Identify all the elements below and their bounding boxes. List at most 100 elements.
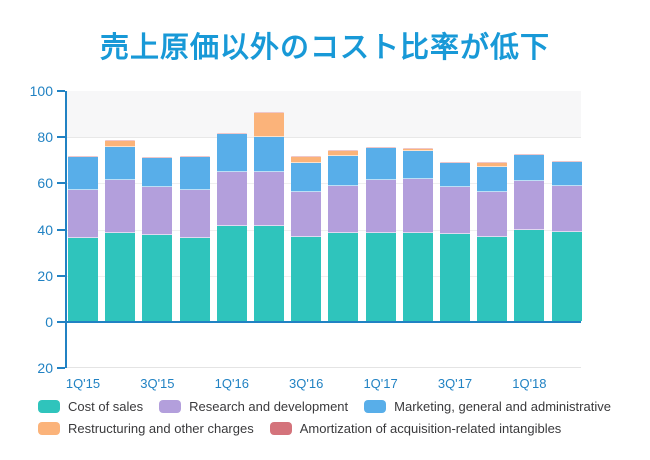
segment-cost-of-sales bbox=[105, 233, 136, 321]
segment-rnd bbox=[105, 180, 136, 234]
background-band bbox=[66, 91, 581, 139]
y-tick-label: 40 bbox=[37, 221, 53, 238]
segment-amortization bbox=[551, 160, 582, 162]
legend-swatch bbox=[38, 400, 60, 413]
bar-3Q'15 bbox=[142, 156, 173, 321]
segment-amortization bbox=[179, 155, 210, 157]
segment-rnd bbox=[68, 190, 98, 238]
legend: Cost of sales Research and development Mar… bbox=[38, 399, 642, 436]
y-tick bbox=[57, 367, 65, 369]
segment-rnd bbox=[216, 171, 247, 227]
y-axis bbox=[65, 91, 67, 368]
segment-restructuring bbox=[105, 140, 136, 147]
y-tick bbox=[57, 136, 65, 139]
y-tick-label: 60 bbox=[37, 175, 53, 192]
y-tick bbox=[57, 274, 65, 277]
bar-4Q'17 bbox=[477, 161, 508, 321]
segment-rnd bbox=[514, 181, 545, 230]
segment-cost-of-sales bbox=[254, 226, 284, 321]
bar-4Q'16 bbox=[328, 150, 359, 321]
bar-1Q'17 bbox=[365, 146, 396, 321]
legend-swatch bbox=[364, 400, 387, 413]
legend-item: Cost of sales bbox=[38, 399, 143, 414]
segment-mga bbox=[514, 154, 545, 182]
y-tick bbox=[57, 182, 65, 185]
bar-2Q'17 bbox=[402, 147, 433, 321]
bar-3Q'16 bbox=[291, 155, 322, 321]
segment-amortization bbox=[365, 146, 396, 148]
segment-rnd bbox=[551, 185, 582, 232]
legend-swatch bbox=[159, 400, 182, 413]
bar-2Q'18 bbox=[551, 160, 582, 321]
segment-amortization bbox=[514, 153, 545, 155]
segment-rnd bbox=[142, 186, 173, 236]
segment-amortization bbox=[105, 139, 136, 141]
legend-item: Research and development bbox=[159, 399, 348, 414]
segment-cost-of-sales bbox=[551, 231, 582, 321]
segment-amortization bbox=[291, 155, 322, 157]
segment-cost-of-sales bbox=[402, 233, 433, 321]
segment-mga bbox=[142, 158, 173, 187]
segment-mga bbox=[179, 156, 210, 191]
segment-cost-of-sales bbox=[477, 236, 508, 321]
y-tick-label: 20 bbox=[37, 267, 53, 284]
legend-label: Marketing, general and administrative bbox=[394, 399, 611, 414]
segment-mga bbox=[551, 161, 582, 186]
y-tick-label: 80 bbox=[37, 129, 53, 146]
x-tick-label: 1Q'18 bbox=[512, 376, 547, 391]
segment-restructuring bbox=[254, 113, 284, 138]
legend-swatch bbox=[269, 422, 292, 435]
segment-amortization bbox=[68, 155, 98, 157]
segment-rnd bbox=[365, 180, 396, 234]
bar-1Q'18 bbox=[514, 153, 545, 321]
segment-cost-of-sales bbox=[365, 233, 396, 321]
segment-mga bbox=[68, 156, 98, 191]
segment-amortization bbox=[216, 132, 247, 134]
axis-bottom-line bbox=[66, 367, 581, 368]
x-tick-label: 1Q'15 bbox=[65, 376, 101, 391]
x-tick-label: 3Q'17 bbox=[437, 376, 473, 391]
y-tick bbox=[57, 320, 65, 323]
x-tick-label: 1Q'16 bbox=[214, 376, 249, 391]
legend-label: Research and development bbox=[189, 399, 349, 414]
gridline bbox=[66, 275, 581, 277]
segment-rnd bbox=[179, 190, 210, 238]
y-tick bbox=[57, 90, 65, 92]
segment-cost-of-sales bbox=[440, 234, 470, 321]
bar-3Q'17 bbox=[440, 161, 470, 321]
segment-cost-of-sales bbox=[68, 237, 98, 321]
plot-area bbox=[66, 91, 582, 368]
legend-swatch bbox=[38, 422, 60, 435]
segment-cost-of-sales bbox=[216, 226, 247, 321]
legend-label: Amortization of acquisition-related inta… bbox=[299, 421, 562, 436]
segment-mga bbox=[365, 147, 396, 181]
segment-mga bbox=[105, 146, 136, 181]
segment-mga bbox=[477, 167, 508, 192]
x-tick-label: 1Q'17 bbox=[363, 376, 398, 391]
segment-amortization bbox=[254, 111, 284, 114]
segment-restructuring bbox=[291, 156, 322, 163]
y-tick-label: 0 bbox=[45, 313, 53, 330]
legend-label: Cost of sales bbox=[68, 399, 144, 414]
segment-rnd bbox=[440, 186, 470, 235]
segment-rnd bbox=[477, 191, 508, 237]
bar-2Q'16 bbox=[254, 111, 284, 321]
segment-mga bbox=[440, 162, 470, 187]
segment-cost-of-sales bbox=[514, 229, 545, 321]
segment-rnd bbox=[254, 171, 284, 227]
gridline bbox=[66, 229, 581, 231]
bar-1Q'16 bbox=[216, 132, 247, 321]
segment-mga bbox=[254, 137, 284, 172]
segment-mga bbox=[402, 151, 433, 179]
segment-rnd bbox=[328, 185, 359, 234]
legend-label: Restructuring and other charges bbox=[68, 421, 254, 436]
x-tick-label: 3Q'15 bbox=[140, 376, 175, 391]
segment-cost-of-sales bbox=[291, 236, 322, 321]
segment-restructuring bbox=[477, 162, 508, 168]
segment-amortization bbox=[328, 150, 359, 152]
y-tick bbox=[57, 228, 65, 231]
segment-cost-of-sales bbox=[328, 233, 359, 321]
bar-1Q'15 bbox=[68, 155, 98, 321]
zero-line bbox=[66, 320, 581, 323]
segment-amortization bbox=[440, 161, 470, 163]
